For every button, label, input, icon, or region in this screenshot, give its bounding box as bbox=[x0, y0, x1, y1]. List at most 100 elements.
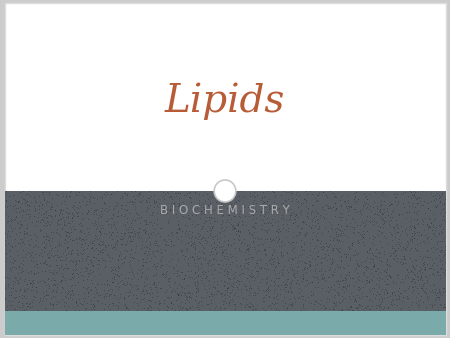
Point bbox=[364, 229, 371, 234]
Point bbox=[148, 249, 155, 255]
Point bbox=[37, 219, 44, 225]
Point bbox=[18, 292, 26, 298]
Point bbox=[9, 264, 16, 269]
Point bbox=[410, 267, 417, 272]
Point bbox=[146, 239, 153, 245]
Point bbox=[27, 304, 34, 309]
Point bbox=[438, 208, 445, 213]
Point bbox=[63, 291, 70, 296]
Point bbox=[134, 192, 141, 197]
Point bbox=[266, 293, 273, 298]
Point bbox=[265, 204, 272, 210]
Point bbox=[366, 288, 373, 293]
Point bbox=[205, 234, 212, 240]
Point bbox=[316, 213, 324, 218]
Point bbox=[93, 236, 100, 242]
Point bbox=[303, 265, 310, 271]
Point bbox=[98, 282, 105, 287]
Point bbox=[350, 230, 357, 235]
Point bbox=[67, 236, 74, 241]
Point bbox=[234, 228, 242, 234]
Point bbox=[417, 202, 424, 207]
Point bbox=[365, 236, 373, 241]
Point bbox=[321, 268, 328, 274]
Point bbox=[410, 276, 418, 282]
Point bbox=[50, 281, 58, 287]
Point bbox=[23, 202, 31, 207]
Point bbox=[102, 218, 109, 223]
Point bbox=[356, 264, 363, 269]
Point bbox=[14, 198, 22, 204]
Point bbox=[378, 230, 385, 235]
Point bbox=[140, 262, 147, 267]
Point bbox=[328, 191, 335, 196]
Point bbox=[29, 258, 36, 264]
Point bbox=[242, 260, 249, 265]
Point bbox=[427, 224, 434, 230]
Point bbox=[277, 244, 284, 249]
Point bbox=[218, 224, 225, 229]
Point bbox=[200, 271, 207, 277]
Point bbox=[392, 217, 400, 222]
Point bbox=[231, 194, 239, 199]
Point bbox=[406, 247, 413, 252]
Point bbox=[358, 234, 365, 239]
Point bbox=[93, 234, 100, 239]
Point bbox=[341, 285, 348, 290]
Point bbox=[324, 202, 331, 207]
Point bbox=[25, 202, 32, 208]
Point bbox=[288, 265, 295, 270]
Point bbox=[42, 215, 50, 221]
Point bbox=[194, 304, 202, 310]
Point bbox=[293, 268, 301, 273]
Point bbox=[172, 191, 179, 196]
Point bbox=[231, 213, 238, 219]
Point bbox=[142, 229, 149, 235]
Point bbox=[321, 254, 328, 260]
Point bbox=[272, 228, 279, 234]
Point bbox=[22, 211, 30, 216]
Point bbox=[87, 257, 94, 263]
Point bbox=[50, 282, 58, 287]
Point bbox=[6, 265, 14, 270]
Point bbox=[126, 292, 133, 297]
Point bbox=[404, 199, 411, 204]
Point bbox=[232, 270, 239, 275]
Point bbox=[224, 265, 231, 270]
Point bbox=[280, 215, 287, 220]
Point bbox=[168, 244, 175, 249]
Point bbox=[38, 269, 45, 274]
Point bbox=[76, 235, 83, 240]
Point bbox=[171, 308, 179, 313]
Point bbox=[128, 269, 135, 275]
Point bbox=[109, 303, 117, 308]
Point bbox=[3, 220, 10, 225]
Point bbox=[52, 252, 59, 258]
Point bbox=[436, 301, 444, 307]
Point bbox=[320, 244, 327, 249]
Point bbox=[200, 212, 207, 217]
Point bbox=[43, 251, 50, 257]
Point bbox=[229, 279, 236, 285]
Point bbox=[93, 207, 100, 212]
Point bbox=[213, 218, 220, 223]
Point bbox=[430, 222, 437, 227]
Point bbox=[399, 260, 406, 265]
Point bbox=[421, 267, 428, 272]
Point bbox=[332, 245, 339, 250]
Point bbox=[280, 201, 287, 206]
Point bbox=[182, 293, 189, 298]
Point bbox=[164, 287, 171, 292]
Point bbox=[245, 246, 252, 251]
Point bbox=[109, 236, 116, 242]
Point bbox=[283, 227, 290, 233]
Point bbox=[76, 228, 84, 233]
Point bbox=[142, 221, 149, 226]
Point bbox=[302, 260, 310, 266]
Point bbox=[361, 269, 368, 274]
Point bbox=[248, 274, 255, 280]
Point bbox=[195, 299, 203, 305]
Point bbox=[333, 225, 340, 231]
Point bbox=[416, 195, 423, 200]
Point bbox=[431, 286, 438, 292]
